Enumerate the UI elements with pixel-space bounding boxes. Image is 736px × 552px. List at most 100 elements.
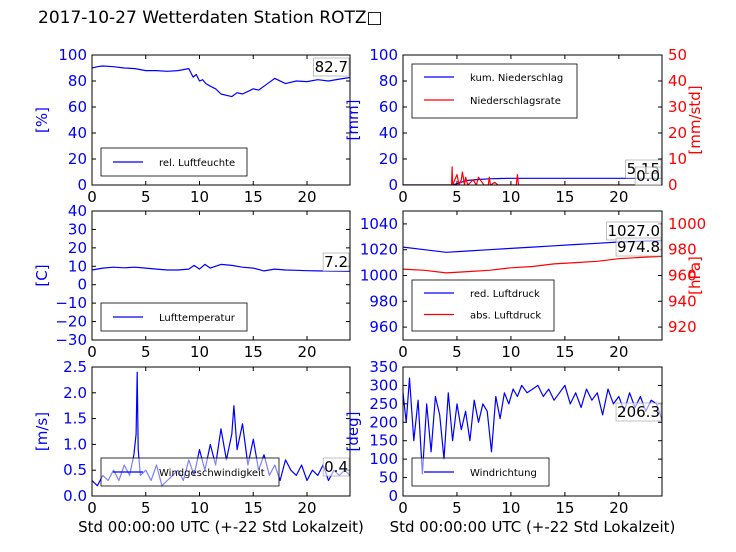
series-line-precip-1 [403, 166, 662, 185]
x-tick-label: 0 [87, 188, 97, 206]
y-tick-label: 0 [388, 176, 398, 194]
x-tick-label: 15 [244, 188, 263, 206]
y-tick-label: 980 [369, 292, 398, 310]
y2-tick-label: 1000 [668, 215, 706, 233]
y2-tick-label: 980 [668, 241, 697, 259]
x-tick-label: 0 [398, 343, 408, 361]
y-tick-label: 20 [68, 150, 87, 168]
y2-tick-label: 940 [668, 292, 697, 310]
y-tick-label: 0 [388, 487, 398, 505]
value-annotation: 7.2 [324, 253, 348, 271]
value-annotation: 974.8 [617, 238, 660, 256]
legend-box [411, 279, 555, 332]
axes-frame [91, 210, 351, 341]
y2-axis-label: [mm/std] [686, 85, 704, 154]
series-line-precip-0 [403, 177, 662, 185]
figure-title: 2017-10-27 Wetterdaten Station ROTZ□ [38, 8, 383, 28]
y-tick-label: 0 [77, 176, 87, 194]
y-tick-label: 2.0 [63, 384, 87, 402]
y-tick-label: 10 [68, 257, 87, 275]
y-tick-label: 1000 [360, 267, 398, 285]
legend-label: red. Luftdruck [470, 289, 540, 300]
panel-temperature: 0 5 10 15 20−30−20−10010203040[C]Lufttempera… [33, 202, 351, 361]
y-axis-label: [C] [33, 264, 51, 286]
y-tick-label: 100 [58, 46, 87, 64]
x-tick-label: 10 [501, 499, 520, 517]
y-tick-label: 150 [369, 432, 398, 450]
series-line-pressure-1 [403, 255, 662, 274]
y-tick-label: 20 [68, 239, 87, 257]
legend-label: Windrichtung [470, 468, 537, 479]
x-tick-label: 5 [141, 343, 151, 361]
y-tick-label: 0 [77, 276, 87, 294]
x-tick-label: 0 [398, 188, 408, 206]
value-annotation: 1027.0 [608, 222, 661, 240]
value-annotation-box [313, 57, 350, 77]
y-axis-label: [%] [33, 107, 51, 133]
axes-frame [402, 366, 663, 497]
y-tick-label: 1.0 [63, 435, 87, 453]
y-tick-label: 2.5 [63, 358, 87, 376]
panel-humidity: 0 5 10 15 20 0 20 40 60 80 100 [%] rel. Luftfeuchte 8… [33, 46, 351, 206]
y-axis-label: [mm] [344, 100, 362, 141]
y-tick-label: 300 [369, 376, 398, 394]
x-tick-label: 0 [398, 499, 408, 517]
x-tick-label: 10 [501, 188, 520, 206]
y-tick-label: 80 [68, 72, 87, 90]
y-tick-label: −10 [55, 294, 87, 312]
panel-pressure: 0 5 10 15 20 960 980 1000 1020 1040 920 940 960 980 10… [360, 210, 706, 361]
y-tick-label: 250 [369, 395, 398, 413]
y-tick-label: 50 [379, 469, 398, 487]
legend-box [411, 63, 578, 119]
x-tick-label: 20 [297, 343, 316, 361]
y2-tick-label: 10 [668, 150, 687, 168]
y-tick-label: 350 [369, 358, 398, 376]
x-tick-label: 10 [501, 343, 520, 361]
y-tick-label: 1040 [360, 215, 398, 233]
x-tick-label: 10 [190, 188, 209, 206]
x-tick-label: 20 [609, 343, 628, 361]
panel-precip: 0 5 10 15 20 0 20 40 60 80 100 0 10 20 30 40 50 [mm] [mm/s… [344, 46, 704, 206]
y2-tick-label: 0 [668, 176, 678, 194]
y2-tick-label: 30 [668, 98, 687, 116]
y-tick-label: 80 [379, 72, 398, 90]
y-tick-label: 100 [369, 450, 398, 468]
x-tick-label: 20 [609, 499, 628, 517]
value-annotation-box [322, 457, 350, 477]
x-tick-label: 15 [244, 343, 263, 361]
y-tick-label: 1.5 [63, 410, 87, 428]
value-annotation: 82.7 [315, 58, 348, 76]
x-tick-label: 5 [141, 499, 151, 517]
axes-frame [91, 54, 351, 186]
legend-label: abs. Luftdruck [470, 311, 541, 322]
value-annotation-box [322, 252, 350, 272]
x-tick-label: 5 [452, 343, 462, 361]
x-axis-label: Std 00:00:00 UTC (+-22 Std Lokalzeit) [78, 518, 364, 536]
axes-frame [402, 54, 663, 186]
y-tick-label: 20 [379, 150, 398, 168]
value-annotation-box [615, 402, 662, 422]
panel-wind-speed: 0 5 10 15 20 0.0 0.5 1.0 1.5 2.0 2.5 [m/s] Std 00:00… [33, 358, 364, 536]
y-tick-label: 0.0 [63, 487, 87, 505]
y-tick-label: 30 [68, 220, 87, 238]
series-line-humidity-0 [92, 65, 350, 98]
y-tick-label: 60 [379, 98, 398, 116]
x-tick-label: 15 [555, 343, 574, 361]
y2-tick-label: 20 [668, 124, 687, 142]
x-tick-label: 5 [452, 188, 462, 206]
value-annotation: 206.3 [617, 403, 660, 421]
x-tick-label: 20 [297, 188, 316, 206]
x-tick-label: 0 [87, 499, 97, 517]
y2-tick-label: 50 [668, 46, 687, 64]
y-tick-label: 40 [68, 124, 87, 142]
legend-label: kum. Niederschlag [470, 73, 563, 84]
value-annotation: 0.0 [636, 167, 660, 185]
series-line-wind-direction-0 [403, 377, 662, 475]
x-tick-label: 15 [244, 499, 263, 517]
y2-tick-label: 920 [668, 318, 697, 336]
value-annotation-box [634, 166, 662, 186]
y-tick-label: 0.5 [63, 461, 87, 479]
legend-label: Lufttemperatur [159, 313, 236, 324]
y-tick-label: 960 [369, 318, 398, 336]
